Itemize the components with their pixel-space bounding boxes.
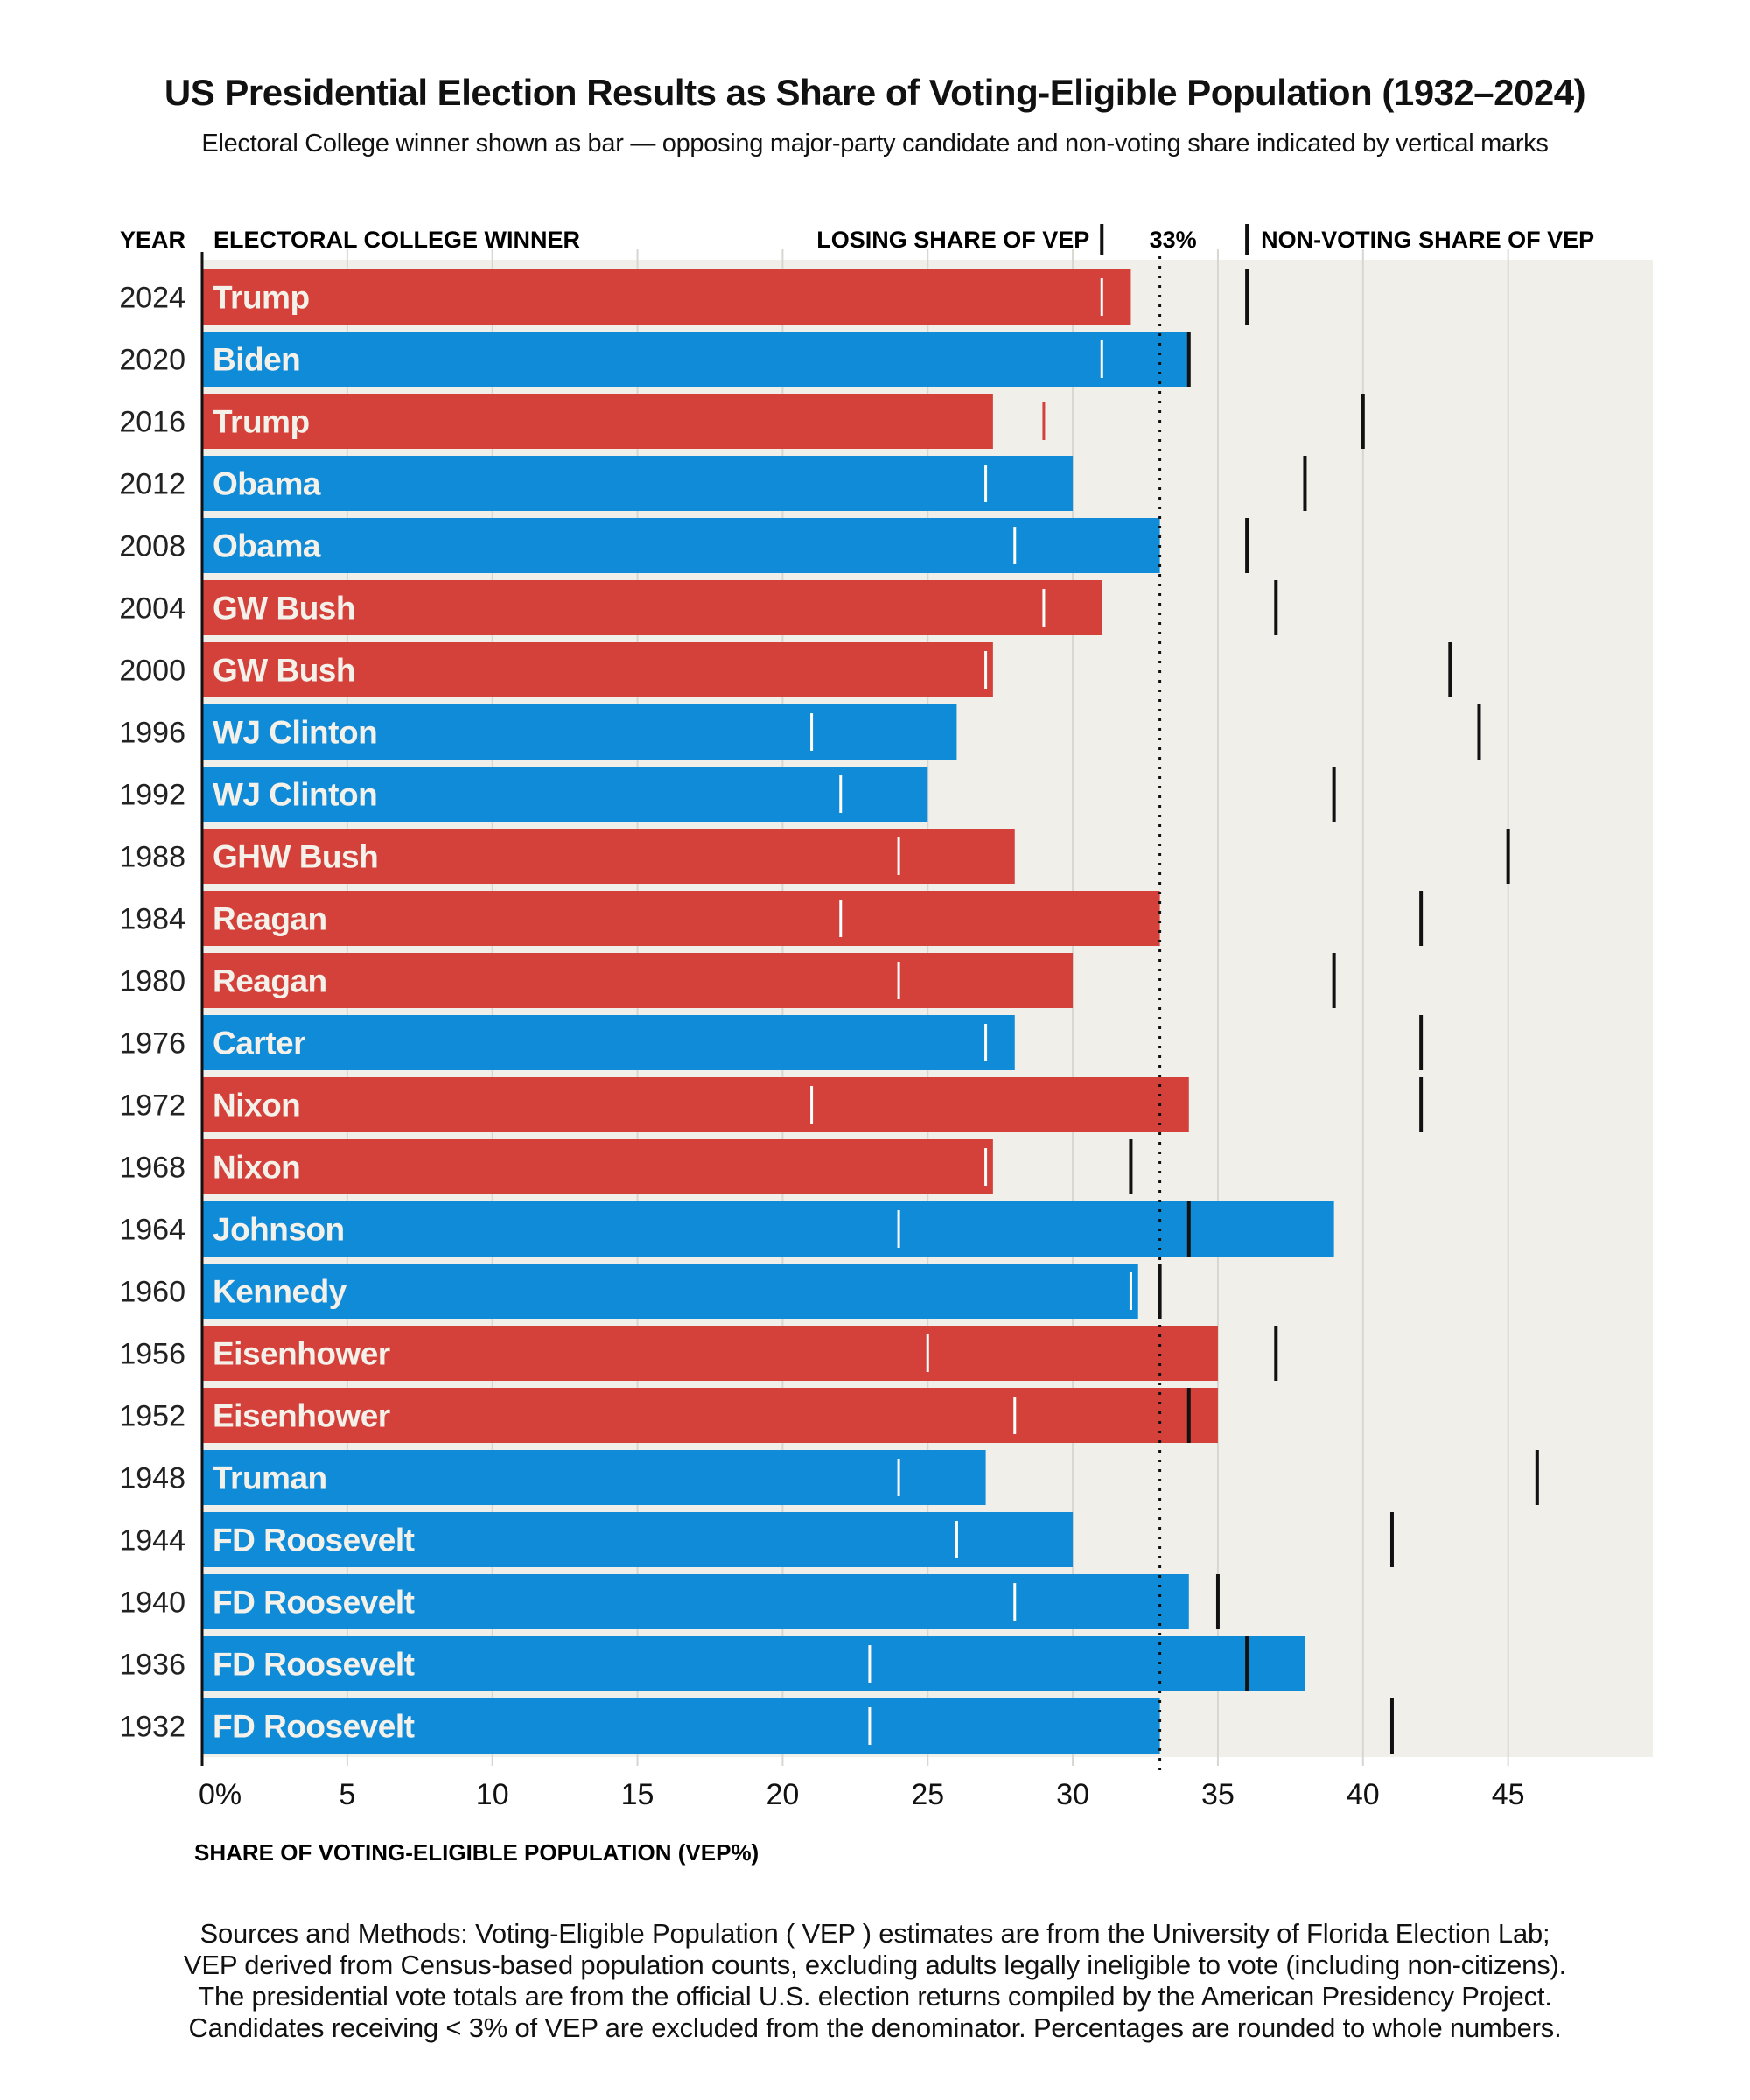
header-losing: LOSING SHARE OF VEP <box>816 227 1089 253</box>
x-tick-label: 30 <box>1056 1778 1089 1811</box>
winner-bar <box>202 332 1189 387</box>
x-tick-label: 25 <box>911 1778 944 1811</box>
winner-bar <box>202 1015 1015 1070</box>
x-tick-label: 10 <box>476 1778 509 1811</box>
winner-name: GW Bush <box>213 653 355 689</box>
header-year: YEAR <box>120 227 186 253</box>
winner-name: FD Roosevelt <box>213 1522 415 1558</box>
x-tick-label: 40 <box>1347 1778 1380 1811</box>
winner-name: Nixon <box>213 1150 300 1186</box>
winner-name: Obama <box>213 528 321 564</box>
x-tick-label: 5 <box>339 1778 355 1811</box>
winner-name: Kennedy <box>213 1274 347 1310</box>
winner-bar <box>202 1201 1334 1256</box>
winner-bar <box>202 1077 1189 1132</box>
year-label: 1940 <box>119 1586 186 1620</box>
winner-name: Carter <box>213 1026 305 1061</box>
winner-name: FD Roosevelt <box>213 1709 415 1745</box>
winner-name: Nixon <box>213 1088 300 1124</box>
winner-bar <box>202 829 1015 884</box>
chart-title: US Presidential Election Results as Shar… <box>164 72 1586 113</box>
winner-bar <box>202 704 957 760</box>
winner-bar <box>202 1388 1218 1443</box>
winner-name: Reagan <box>213 901 327 937</box>
year-label: 2000 <box>119 654 186 688</box>
winner-bar <box>202 1512 1074 1567</box>
year-label: 1932 <box>119 1711 186 1744</box>
year-label: 1972 <box>119 1089 186 1123</box>
year-label: 2004 <box>119 592 186 626</box>
x-axis-title: SHARE OF VOTING-ELIGIBLE POPULATION (VEP… <box>194 1839 759 1866</box>
winner-name: Truman <box>213 1460 327 1496</box>
header-nonvoting: NON-VOTING SHARE OF VEP <box>1261 227 1594 253</box>
winner-name: Johnson <box>213 1212 345 1248</box>
x-tick-label: 20 <box>766 1778 799 1811</box>
year-label: 2024 <box>119 282 186 315</box>
winner-name: FD Roosevelt <box>213 1647 415 1683</box>
x-tick-label: 45 <box>1492 1778 1525 1811</box>
year-label: 1952 <box>119 1400 186 1433</box>
year-label: 1984 <box>119 903 186 936</box>
x-tick-label: 35 <box>1201 1778 1235 1811</box>
year-label: 1976 <box>119 1027 186 1060</box>
winner-bar <box>202 518 1160 573</box>
winner-bar <box>202 891 1160 946</box>
winner-bar <box>202 1264 1138 1319</box>
year-label: 1960 <box>119 1276 186 1309</box>
winner-bar <box>202 1574 1189 1629</box>
winner-bar <box>202 1450 986 1505</box>
footnote-line: Sources and Methods: Voting-Eligible Pop… <box>200 1918 1550 1949</box>
winner-bar <box>202 394 993 449</box>
winner-name: Trump <box>213 280 310 316</box>
winner-bar <box>202 1636 1306 1691</box>
year-label: 1996 <box>119 717 186 750</box>
year-label: 2016 <box>119 406 186 439</box>
winner-name: Eisenhower <box>213 1398 390 1434</box>
footnote: Sources and Methods: Voting-Eligible Pop… <box>0 1918 1750 2044</box>
winner-bar <box>202 953 1074 1008</box>
chart-subtitle: Electoral College winner shown as bar — … <box>201 130 1549 158</box>
year-label: 1988 <box>119 841 186 874</box>
election-bar-chart: YEAR ELECTORAL COLLEGE WINNER LOSING SHARE… <box>119 224 1653 1866</box>
winner-name: Obama <box>213 466 321 502</box>
year-label: 1944 <box>119 1524 186 1558</box>
footnote-line: The presidential vote totals are from th… <box>198 1981 1552 2012</box>
winner-name: Trump <box>213 404 310 440</box>
year-label: 2012 <box>119 468 186 501</box>
header-winner: ELECTORAL COLLEGE WINNER <box>214 227 580 253</box>
year-label: 1956 <box>119 1338 186 1371</box>
x-tick-label: 15 <box>621 1778 654 1811</box>
year-label: 1936 <box>119 1648 186 1682</box>
footnote-line: Candidates receiving < 3% of VEP are exc… <box>188 2012 1562 2043</box>
footnote-line: VEP derived from Census-based population… <box>183 1950 1567 1980</box>
winner-name: GHW Bush <box>213 839 378 875</box>
winner-bar <box>202 580 1102 635</box>
winner-bar <box>202 642 993 697</box>
winner-bar <box>202 766 928 822</box>
winner-bar <box>202 1326 1218 1381</box>
x-tick-label: 0% <box>199 1778 242 1811</box>
winner-name: WJ Clinton <box>213 777 377 813</box>
winner-bar <box>202 456 1074 511</box>
winner-name: Reagan <box>213 963 327 999</box>
year-label: 2008 <box>119 530 186 564</box>
winner-bar <box>202 1698 1160 1754</box>
winner-name: WJ Clinton <box>213 715 377 751</box>
year-label: 1964 <box>119 1214 186 1247</box>
winner-name: GW Bush <box>213 591 355 626</box>
year-label: 1992 <box>119 779 186 812</box>
winner-name: Biden <box>213 342 300 378</box>
year-label: 1980 <box>119 965 186 998</box>
year-label: 1948 <box>119 1462 186 1495</box>
year-label: 2020 <box>119 344 186 377</box>
winner-name: FD Roosevelt <box>213 1585 415 1620</box>
header-reference: 33% <box>1150 227 1197 253</box>
year-label: 1968 <box>119 1152 186 1185</box>
winner-bar <box>202 1139 993 1194</box>
winner-bar <box>202 270 1131 325</box>
winner-name: Eisenhower <box>213 1336 390 1372</box>
